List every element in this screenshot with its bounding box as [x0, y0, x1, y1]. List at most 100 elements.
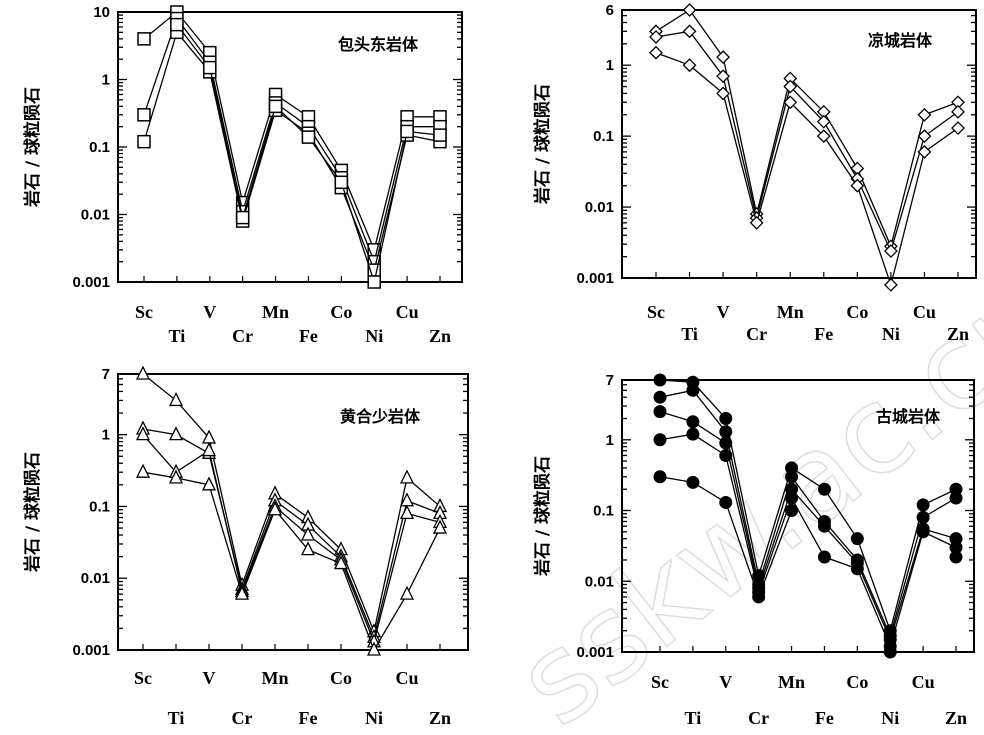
- data-series-3: [135, 426, 448, 648]
- x-category-label: V: [717, 302, 730, 322]
- x-category-label: Fe: [814, 324, 833, 344]
- series-line: [143, 17, 440, 264]
- series-line: [655, 9, 959, 249]
- data-point-cu: [916, 498, 930, 512]
- x-category-label: Cu: [395, 668, 418, 688]
- data-point-sc: [653, 405, 667, 419]
- data-point-fe: [301, 130, 316, 144]
- data-series-4: [135, 463, 448, 656]
- data-point-cu: [916, 510, 930, 524]
- series-line: [142, 428, 441, 640]
- data-point-v: [719, 411, 733, 425]
- data-point-ti: [682, 58, 697, 73]
- data-point-sc: [649, 45, 663, 60]
- data-series-4: [170, 17, 447, 289]
- x-category-label: Mn: [262, 668, 289, 688]
- data-point-fe: [300, 526, 316, 541]
- x-category-label: V: [719, 672, 732, 692]
- plot-frame: [117, 373, 469, 651]
- series-line: [659, 433, 957, 649]
- x-category-label: Mn: [778, 672, 805, 692]
- y-tick-label: 0.001: [576, 270, 614, 287]
- y-tick-label: 0.001: [72, 274, 110, 291]
- data-point-cu: [400, 124, 414, 139]
- x-category-label: Ni: [365, 326, 383, 346]
- series-line: [143, 30, 441, 273]
- y-tick-label: 10: [93, 4, 110, 21]
- data-point-cr: [752, 590, 766, 604]
- y-tick-label: 0.01: [81, 570, 110, 587]
- data-point-sc: [137, 32, 151, 46]
- y-tick-label: 1: [102, 427, 110, 444]
- data-point-mn: [268, 99, 283, 114]
- data-series-3: [137, 25, 447, 277]
- data-point-mn: [785, 470, 799, 484]
- y-tick-label: 0.001: [72, 642, 110, 659]
- x-category-label: Cu: [913, 302, 936, 322]
- data-point-mn: [785, 491, 799, 505]
- x-category-label: Ni: [365, 708, 383, 728]
- data-point-v: [716, 69, 731, 84]
- data-point-sc: [137, 134, 151, 149]
- panel-title: 包头东岩体: [338, 35, 419, 54]
- series-line: [659, 389, 957, 638]
- data-point-sc: [137, 108, 151, 122]
- data-point-sc: [135, 426, 151, 441]
- data-point-ti: [168, 426, 184, 441]
- data-point-sc: [653, 373, 667, 387]
- data-point-co: [334, 175, 349, 190]
- data-point-v: [719, 448, 733, 462]
- y-tick-label: 6: [606, 2, 614, 19]
- x-category-label: Ti: [685, 708, 702, 728]
- y-tick-label: 0.1: [89, 498, 110, 515]
- data-point-ni: [883, 645, 897, 659]
- data-point-zn: [951, 121, 965, 135]
- y-axis-label: 岩石 / 球粒陨石: [532, 84, 553, 205]
- data-point-co: [850, 178, 865, 193]
- data-point-ti: [686, 475, 700, 489]
- data-point-v: [716, 86, 731, 101]
- data-point-zn: [949, 550, 963, 564]
- x-category-label: Ni: [882, 324, 900, 344]
- plot-frame: [621, 9, 977, 279]
- y-tick-label: 7: [102, 366, 110, 383]
- data-point-mn: [783, 95, 798, 110]
- series-line: [142, 434, 441, 644]
- data-point-ni: [367, 275, 381, 289]
- x-category-label: Ti: [168, 708, 185, 728]
- x-category-label: Ni: [881, 708, 899, 728]
- data-point-fe: [816, 129, 831, 144]
- data-point-zn: [951, 104, 965, 119]
- series-line: [142, 471, 441, 652]
- data-series-3: [649, 45, 965, 292]
- data-point-sc: [649, 30, 663, 44]
- data-point-cr: [235, 210, 250, 225]
- data-series-2: [135, 420, 448, 644]
- data-point-cu: [917, 107, 932, 122]
- y-tick-label: 1: [102, 72, 110, 89]
- data-point-co: [333, 555, 349, 570]
- data-point-fe: [816, 114, 831, 129]
- panel-title: 古城岩体: [876, 407, 941, 426]
- y-tick-label: 0.01: [81, 207, 110, 224]
- x-category-label: Ti: [169, 326, 186, 346]
- data-point-fe: [817, 550, 831, 564]
- data-point-fe: [300, 541, 316, 556]
- watermark-text: sskw.ac.cn: [492, 250, 984, 735]
- series-line: [655, 52, 959, 288]
- data-point-cu: [917, 144, 932, 159]
- x-category-label: Co: [846, 672, 868, 692]
- chart-panel-gucheng: 7 1 0.1 0.01 0.001 Sc Ti V Cr Mn Fe Co Ni Cu Zn 岩石 / 球粒…: [532, 372, 975, 728]
- series-line: [143, 11, 440, 252]
- data-point-mn: [785, 504, 799, 518]
- chart-panel-baotoudong: 10 1 0.1 0.01 0.001 Sc Ti V Cr Mn Fe Co Ni Cu Zn 岩石 / 球…: [22, 4, 463, 346]
- x-category-label: Co: [330, 302, 352, 322]
- data-point-ti: [686, 415, 700, 429]
- x-category-label: Cr: [748, 708, 769, 728]
- chart-panels: 10 1 0.1 0.01 0.001 Sc Ti V Cr Mn Fe Co Ni Cu Zn 岩石 / 球…: [22, 2, 977, 728]
- series-line: [659, 379, 957, 633]
- chart-panel-liangcheng: 6 1 0.1 0.01 0.001 Sc Ti V Cr Mn Fe Co Ni Cu Zn 岩石 / 球粒…: [532, 2, 977, 344]
- data-point-cr: [234, 585, 250, 600]
- y-tick-label: 1: [606, 57, 614, 74]
- data-point-ni: [366, 641, 382, 656]
